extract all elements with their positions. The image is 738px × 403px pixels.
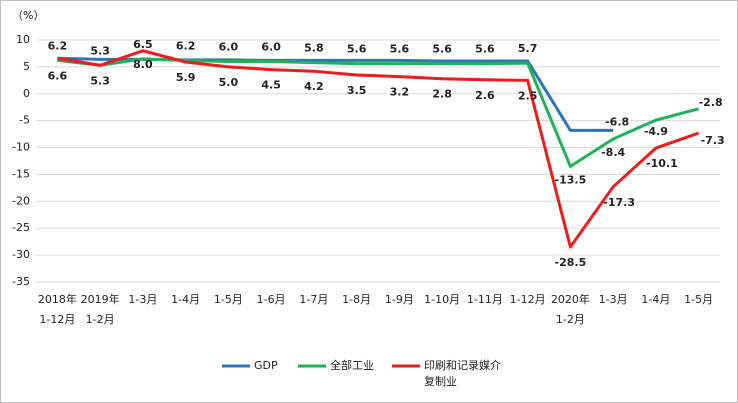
x-tick-label: 1-9月 (385, 293, 414, 306)
y-tick-label: 10 (16, 33, 30, 46)
y-tick-label: -5 (19, 114, 30, 127)
y-tick-label: 5 (23, 60, 30, 73)
x-tick-label: 1-11月 (467, 293, 503, 306)
series-line (57, 49, 700, 249)
y-tick-label: -10 (12, 141, 30, 154)
series-line (57, 57, 700, 168)
x-tick-label: 2018年 1-12月 (38, 292, 77, 326)
value-label: 6.0 (261, 41, 281, 54)
value-label: 5.6 (347, 43, 367, 56)
value-label: 5.7 (518, 42, 538, 55)
value-label: -4.9 (644, 125, 668, 138)
value-label: 5.9 (176, 71, 196, 84)
value-label: -6.8 (605, 115, 629, 128)
x-tick-label: 1-8月 (342, 293, 371, 306)
value-label: -7.3 (701, 134, 725, 147)
value-label: 6.5 (133, 38, 153, 51)
value-label: -8.4 (601, 146, 625, 159)
y-tick-label: -35 (12, 275, 30, 288)
y-tick-label: -20 (12, 194, 30, 207)
value-label: -28.5 (555, 256, 587, 269)
x-tick-label: 1-7月 (299, 293, 328, 306)
value-label: -13.5 (555, 173, 587, 186)
value-label: 6.6 (48, 69, 68, 82)
value-label: 5.6 (475, 43, 495, 56)
value-label: 5.3 (90, 44, 110, 57)
value-label: 5.3 (90, 74, 110, 87)
x-tick-label: 1-5月 (684, 293, 713, 306)
x-tick-label: 1-4月 (641, 293, 670, 306)
x-tick-label: 1-10月 (424, 293, 460, 306)
value-label: 4.5 (261, 79, 281, 92)
value-label: 5.6 (432, 43, 452, 56)
x-tick-label: 2019年 1-2月 (81, 292, 120, 326)
value-label: 4.2 (304, 80, 324, 93)
x-tick-label: 1-4月 (171, 293, 200, 306)
value-label: 5.6 (390, 43, 410, 56)
value-label: 5.8 (304, 42, 324, 55)
value-label: 8.0 (133, 58, 153, 71)
value-label: 2.6 (475, 89, 495, 102)
y-axis-label: （%） (12, 9, 44, 22)
value-label: -2.8 (699, 96, 723, 109)
legend-label: 全部工业 (330, 358, 374, 372)
x-tick-label: 2020年 1-2月 (551, 292, 590, 326)
value-label: -10.1 (646, 157, 678, 170)
y-tick-label: -25 (12, 221, 30, 234)
x-tick-label: 1-3月 (128, 293, 157, 306)
value-label: 5.0 (219, 76, 239, 89)
value-label: 6.2 (48, 39, 68, 52)
value-label: 3.2 (390, 86, 410, 99)
value-label: -17.3 (603, 196, 635, 209)
value-label: 2.5 (518, 89, 538, 102)
value-label: 6.2 (176, 39, 196, 52)
x-tick-label: 1-6月 (257, 293, 286, 306)
y-tick-label: 0 (23, 87, 30, 100)
value-label: 6.0 (219, 41, 239, 54)
legend-label: 印刷和记录媒介复制业 (424, 359, 501, 388)
legend-label: GDP (254, 359, 278, 372)
x-tick-label: 1-5月 (214, 293, 243, 306)
x-tick-label: 1-3月 (599, 293, 628, 306)
value-label: 3.5 (347, 84, 367, 97)
value-label: 2.8 (432, 88, 452, 101)
y-tick-label: -30 (12, 248, 30, 261)
y-tick-label: -15 (12, 167, 30, 180)
x-tick-label: 1-12月 (510, 293, 546, 306)
